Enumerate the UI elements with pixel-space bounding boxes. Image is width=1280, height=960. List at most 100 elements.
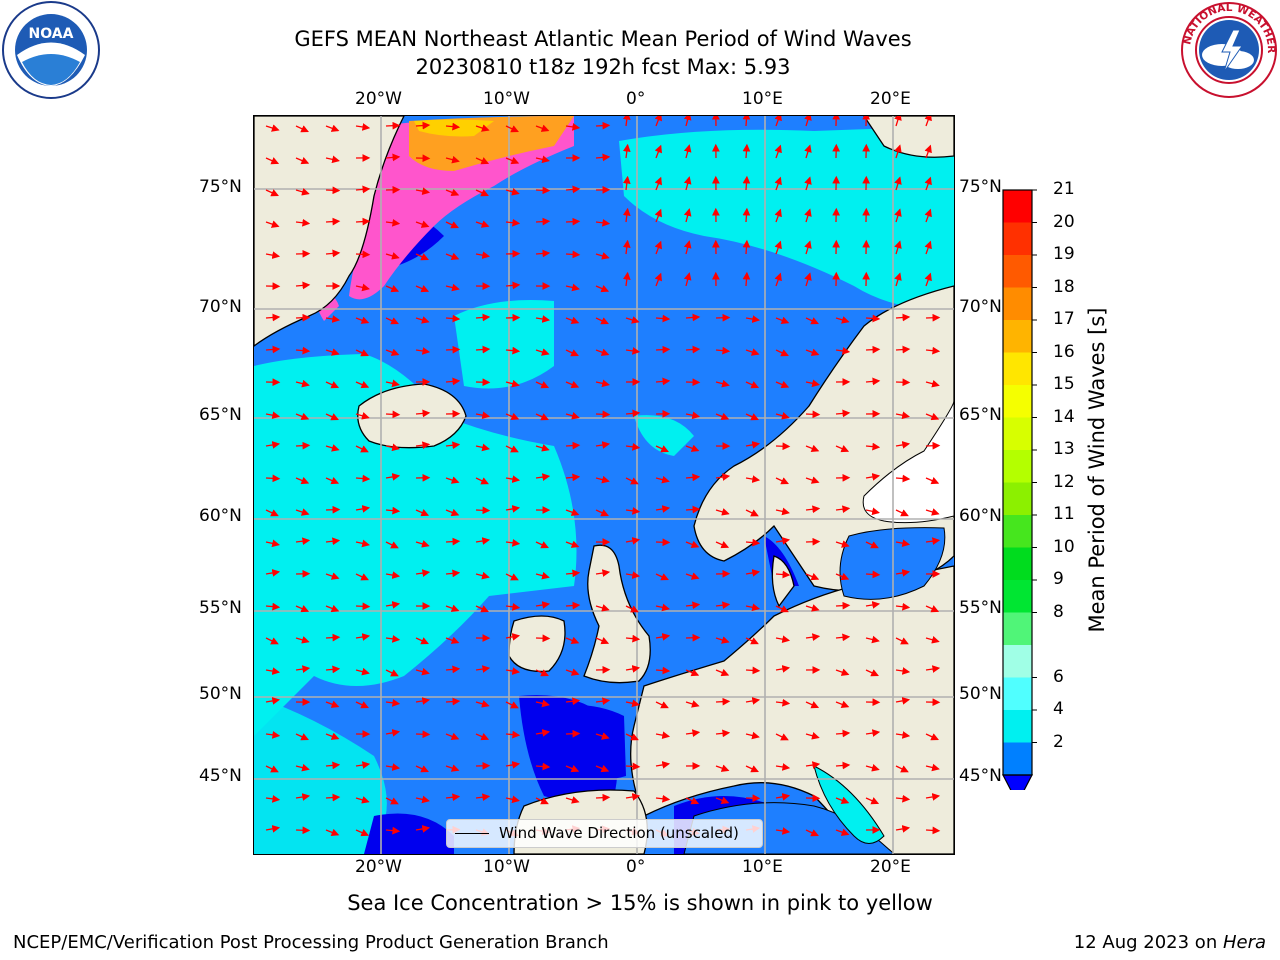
colorbar-tick-label: 19 [1053, 244, 1075, 264]
wave-direction-arrow [565, 668, 580, 676]
wave-direction-arrow [565, 316, 580, 324]
wave-direction-arrow [325, 793, 341, 802]
wave-direction-arrow [475, 793, 491, 802]
nws-logo: NATIONAL WEATHER SERVICE [1178, 0, 1277, 98]
wave-direction-arrow [715, 473, 731, 481]
wave-direction-arrow [774, 176, 782, 191]
wave-direction-arrow [625, 793, 641, 801]
wave-direction-arrow [742, 207, 751, 223]
wave-direction-arrow [265, 441, 281, 449]
wave-direction-arrow [745, 475, 761, 483]
wave-direction-arrow [385, 729, 401, 737]
wave-direction-arrow [325, 217, 341, 226]
wave-direction-arrow [475, 665, 491, 673]
lon-tick-bottom: 0° [626, 857, 646, 877]
wave-direction-arrow [745, 381, 760, 389]
wave-direction-arrow [835, 828, 850, 836]
wave-direction-arrow [805, 537, 821, 546]
wave-direction-arrow [295, 188, 310, 196]
wave-direction-arrow [535, 762, 551, 771]
wave-direction-arrow [742, 143, 751, 159]
wave-direction-arrow [385, 571, 401, 579]
wave-direction-arrow [355, 123, 371, 131]
wave-direction-arrow [265, 345, 281, 354]
legend-label: Wind Wave Direction (unscaled) [499, 824, 739, 842]
wave-direction-arrow [625, 477, 639, 485]
wave-direction-arrow [445, 345, 461, 354]
wave-direction-arrow [622, 143, 631, 159]
wave-direction-arrow [595, 284, 610, 293]
wave-direction-arrow [595, 475, 610, 484]
wave-direction-arrow [895, 825, 911, 833]
wave-direction-arrow [325, 155, 340, 164]
wave-direction-arrow [505, 313, 521, 322]
wave-direction-arrow [925, 412, 940, 421]
wave-direction-arrow [535, 444, 550, 452]
wave-direction-arrow [715, 508, 730, 516]
wave-direction-arrow [774, 240, 782, 255]
wave-direction-arrow [355, 474, 371, 483]
wave-direction-arrow [654, 240, 662, 255]
wave-direction-arrow [505, 475, 521, 483]
wave-direction-arrow [385, 379, 400, 388]
wave-direction-arrow [805, 379, 820, 388]
wave-direction-arrow [895, 637, 909, 645]
wave-direction-arrow [745, 603, 760, 612]
wave-direction-arrow [895, 474, 911, 483]
wave-direction-arrow [865, 442, 881, 451]
wave-direction-arrow [683, 240, 692, 255]
wave-direction-arrow [325, 828, 340, 837]
wave-direction-arrow [805, 604, 820, 612]
wave-direction-arrow [683, 272, 692, 287]
lat-tick-left: 55°N [199, 598, 242, 618]
wave-direction-arrow [415, 540, 430, 548]
wave-direction-arrow [265, 189, 279, 197]
wave-direction-arrow [745, 441, 761, 449]
wave-direction-arrow [475, 124, 490, 132]
wave-direction-arrow [655, 701, 669, 709]
wave-direction-arrow [385, 698, 401, 707]
wave-direction-arrow [325, 572, 340, 580]
wave-direction-arrow [775, 763, 791, 771]
wave-direction-arrow [715, 313, 731, 322]
wave-direction-arrow [895, 697, 911, 705]
wave-direction-arrow [625, 571, 641, 579]
wave-direction-arrow [385, 826, 401, 835]
wave-direction-arrow [415, 730, 431, 739]
wave-direction-arrow [325, 700, 340, 708]
colorbar-tick-label: 6 [1053, 666, 1064, 687]
sea-ice-note: Sea Ice Concentration > 15% is shown in … [347, 891, 933, 915]
wave-direction-arrow [505, 730, 521, 739]
wave-direction-arrow [445, 377, 461, 386]
wave-direction-arrow [685, 572, 700, 580]
wave-direction-arrow [625, 316, 640, 324]
lon-tick-bottom: 20°W [355, 857, 402, 877]
wave-direction-arrow [505, 379, 520, 388]
wave-direction-arrow [355, 796, 370, 804]
wave-direction-arrow [265, 667, 281, 675]
wave-direction-arrow [865, 377, 881, 386]
wave-direction-arrow [475, 571, 490, 580]
lat-tick-left: 75°N [199, 177, 242, 197]
wave-direction-arrow [565, 349, 579, 357]
wave-direction-arrow [415, 667, 430, 676]
wave-direction-arrow [804, 116, 812, 127]
wave-direction-arrow [683, 176, 692, 191]
wave-direction-arrow [775, 380, 790, 389]
wave-direction-arrow [445, 697, 461, 706]
wave-direction-arrow [595, 509, 609, 517]
wave-direction-arrow [505, 538, 521, 547]
wave-direction-arrow [325, 124, 340, 132]
wave-direction-arrow [265, 220, 280, 228]
wave-direction-arrow [685, 797, 700, 805]
wave-direction-arrow [622, 116, 631, 127]
land-greenland [254, 116, 405, 347]
wave-direction-arrow [805, 731, 820, 740]
wave-direction-arrow [595, 697, 611, 706]
lat-tick-right: 60°N [959, 506, 1002, 526]
wave-direction-arrow [385, 284, 400, 293]
wave-direction-arrow [565, 473, 581, 482]
wave-direction-arrow [835, 540, 850, 548]
wave-direction-arrow [565, 441, 581, 450]
wave-direction-arrow [895, 345, 911, 354]
